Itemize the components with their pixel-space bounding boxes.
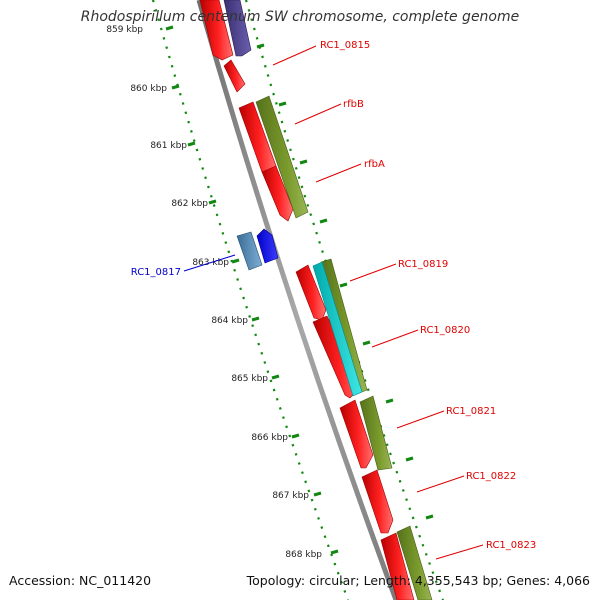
tick-mark [171, 84, 180, 90]
cds-feature-purple[interactable] [223, 0, 252, 57]
label-leaders [183, 45, 484, 560]
gene-label[interactable]: RC1_0821 [446, 406, 496, 417]
cds-feature[interactable] [380, 532, 415, 600]
cds-feature[interactable] [199, 0, 234, 61]
tick-label: 867 kbp [272, 491, 309, 501]
leader-line [272, 45, 317, 66]
cds-feature[interactable] [295, 264, 327, 321]
gene-label[interactable]: rfbA [364, 159, 385, 170]
tick-mark [278, 101, 287, 107]
gene-label[interactable]: RC1_0823 [486, 540, 536, 551]
cds-feature[interactable] [396, 525, 433, 600]
gene-label[interactable]: RC1_0819 [398, 259, 448, 270]
gene-label[interactable]: rfbB [343, 99, 364, 110]
leader-line [416, 475, 465, 493]
tick-mark [256, 43, 265, 49]
chromosome-backbone [196, 0, 399, 600]
tick-mark [271, 374, 280, 380]
gene-label[interactable]: RC1_0822 [466, 471, 516, 482]
gene-label[interactable]: RC1_0817 [131, 267, 181, 278]
tick-label: 864 kbp [211, 316, 248, 326]
leader-line [435, 544, 484, 560]
tick-label: 860 kbp [130, 84, 167, 94]
gene-label[interactable]: RC1_0815 [320, 40, 370, 51]
cds-feature[interactable] [255, 95, 309, 219]
map-title: Rhodospirillum centenum SW chromosome, c… [80, 9, 520, 25]
cds-feature[interactable] [339, 399, 374, 469]
cds-feature[interactable] [261, 165, 294, 222]
tick-mark [339, 282, 348, 288]
cds-feature-blue[interactable] [256, 228, 279, 264]
tick-mark [291, 433, 300, 439]
tick-label: 861 kbp [150, 141, 187, 151]
leader-line [315, 163, 362, 183]
leader-line [294, 103, 342, 125]
tick-label: 866 kbp [251, 433, 288, 443]
tick-mark [165, 25, 174, 31]
leader-line [396, 410, 445, 429]
cds-feature-cyan[interactable] [312, 261, 363, 397]
tick-mark [251, 316, 260, 322]
tick-mark [187, 141, 196, 147]
tick-mark [385, 398, 394, 404]
tick-marks [165, 25, 434, 555]
cds-feature-steelblue[interactable] [236, 231, 263, 271]
cds-features-red [199, 0, 415, 600]
tick-mark [299, 159, 308, 165]
tick-mark [362, 340, 371, 346]
inner-dotted-ruler [244, 0, 445, 600]
gene-label[interactable]: RC1_0820 [420, 325, 470, 336]
genome-summary-text: Topology: circular; Length: 4,355,543 bp… [246, 573, 590, 588]
tick-label: 865 kbp [231, 374, 268, 384]
tick-mark [405, 456, 414, 462]
tick-mark [330, 549, 339, 555]
gene-labels: RC1_0815 rfbB rfbA RC1_0817 RC1_0819 RC1… [131, 40, 537, 551]
tick-mark [208, 199, 217, 205]
leader-line [349, 263, 397, 282]
tick-label: 862 kbp [171, 199, 208, 209]
tick-label: 868 kbp [285, 550, 322, 560]
tick-mark [425, 514, 434, 520]
cds-feature[interactable] [361, 469, 394, 534]
tick-label: 859 kbp [106, 25, 143, 35]
tick-mark [231, 258, 240, 264]
leader-line [183, 254, 236, 272]
tick-mark [319, 218, 328, 224]
cds-feature[interactable] [359, 395, 393, 471]
cds-feature[interactable] [223, 59, 246, 93]
outer-dotted-ruler [151, 0, 350, 600]
accession-text: Accession: NC_011420 [9, 573, 152, 588]
leader-line [371, 329, 419, 348]
tick-mark [313, 491, 322, 497]
